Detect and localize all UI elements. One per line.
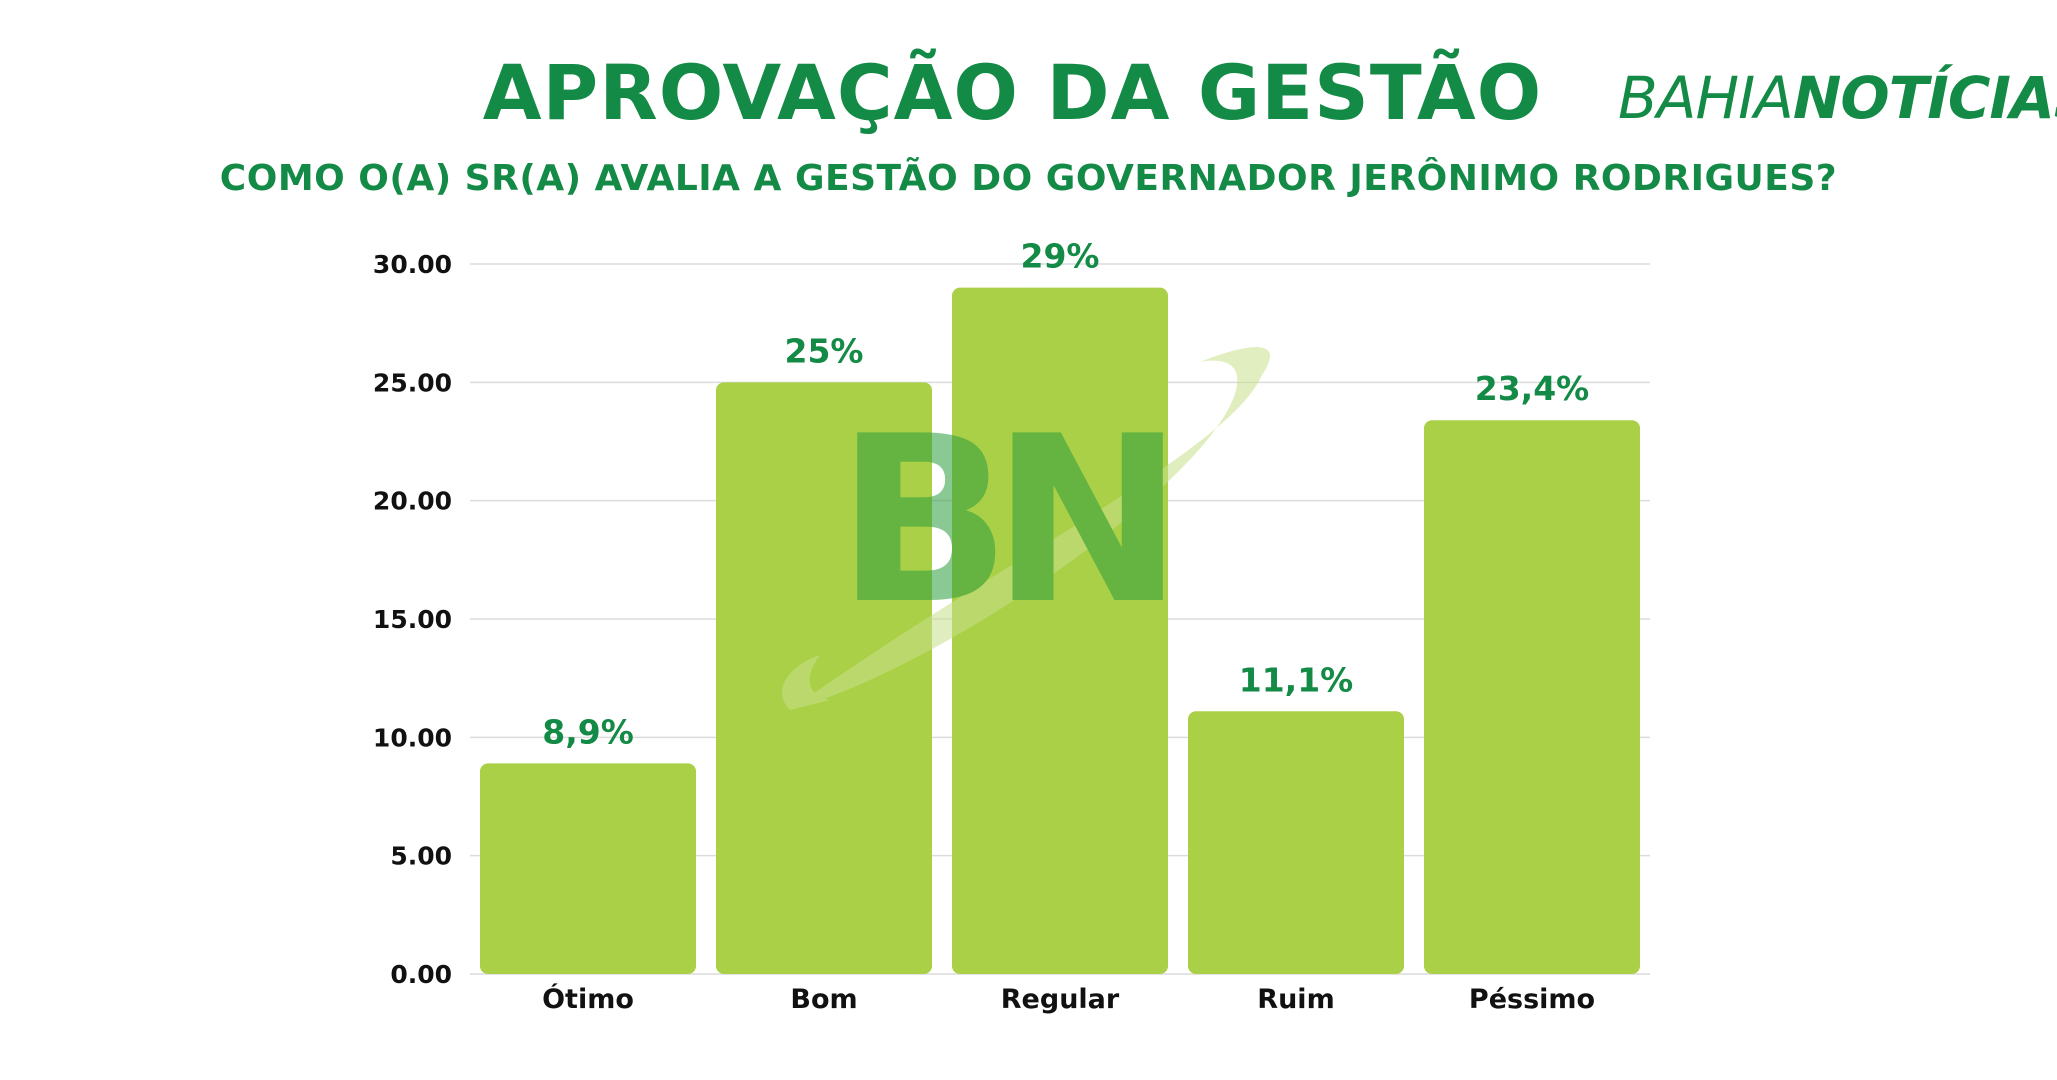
y-tick-label: 15.00	[373, 605, 452, 634]
y-tick-label: 25.00	[373, 368, 452, 397]
data-label: 29%	[1021, 237, 1100, 276]
bar-2	[952, 287, 1168, 975]
data-label: 23,4%	[1475, 369, 1590, 408]
data-label: 8,9%	[542, 712, 634, 751]
bar-0	[480, 763, 696, 974]
x-category-label: Regular	[1001, 984, 1120, 1015]
bars	[480, 287, 1640, 975]
bar-3	[1188, 711, 1404, 974]
chart-title-text: APROVAÇÃO DA GESTÃO	[482, 48, 1543, 137]
data-label: 25%	[785, 331, 864, 370]
y-tick-label: 30.00	[373, 250, 452, 279]
watermark-bn-text: BN	[836, 388, 1164, 655]
x-category-label: Péssimo	[1469, 984, 1595, 1015]
bar-4	[1424, 420, 1640, 974]
y-tick-label: 0.00	[390, 960, 452, 989]
chart-subtitle: COMO O(A) SR(A) AVALIA A GESTÃO DO GOVER…	[219, 158, 1838, 199]
logo-noticias-text: NOTÍCIAS	[1792, 64, 2057, 132]
data-label: 11,1%	[1239, 660, 1354, 699]
watermark-swoosh-tail-icon	[781, 655, 830, 710]
y-tick-label: 10.00	[373, 723, 452, 752]
x-category-label: Bom	[790, 984, 857, 1015]
y-tick-label: 5.00	[390, 842, 452, 871]
x-category-label: Ruim	[1257, 984, 1334, 1015]
y-axis-ticks: 0.00 5.00 10.00 15.00 20.00 25.00 30.00	[373, 250, 452, 989]
bar-1	[716, 382, 932, 974]
bn-watermark: BN	[781, 347, 1270, 710]
x-axis-categories: Ótimo Bom Regular Ruim Péssimo	[542, 983, 1595, 1015]
y-tick-label: 20.00	[373, 487, 452, 516]
data-labels: 8,9% 25% 29% 11,1% 23,4%	[542, 237, 1589, 752]
bahia-noticias-logo: BAHIANOTÍCIAS	[1618, 64, 2057, 132]
logo-bahia-text: BAHIA	[1618, 64, 1794, 132]
chart-title: APROVAÇÃO DA GESTÃO	[0, 48, 2057, 137]
x-category-label: Ótimo	[542, 983, 634, 1015]
